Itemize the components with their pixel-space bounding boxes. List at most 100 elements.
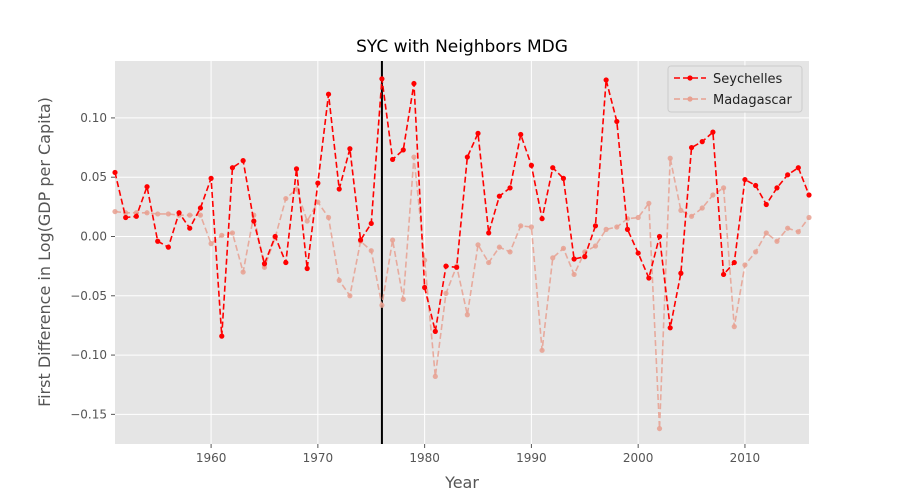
data-point-seychelles bbox=[763, 201, 769, 208]
data-point-madagascar bbox=[603, 226, 609, 232]
data-point-seychelles bbox=[219, 333, 225, 339]
x-tick-label: 1990 bbox=[516, 451, 547, 465]
data-point-madagascar bbox=[197, 212, 204, 218]
data-point-seychelles bbox=[443, 263, 449, 269]
data-point-madagascar bbox=[486, 259, 492, 266]
data-point-seychelles bbox=[667, 325, 673, 331]
data-point-seychelles bbox=[240, 158, 246, 164]
data-point-madagascar bbox=[112, 208, 118, 215]
data-point-madagascar bbox=[155, 211, 161, 217]
data-point-madagascar bbox=[464, 312, 470, 318]
data-point-madagascar bbox=[656, 425, 663, 432]
data-point-seychelles bbox=[336, 186, 342, 192]
data-point-madagascar bbox=[635, 214, 641, 221]
data-point-madagascar bbox=[240, 269, 246, 275]
data-point-madagascar bbox=[763, 230, 769, 236]
data-point-madagascar bbox=[496, 244, 502, 250]
data-point-seychelles bbox=[197, 205, 204, 211]
data-point-madagascar bbox=[304, 218, 310, 224]
plot-background bbox=[115, 61, 809, 444]
data-point-seychelles bbox=[560, 175, 567, 181]
data-point-seychelles bbox=[325, 91, 332, 97]
data-point-seychelles bbox=[688, 144, 695, 151]
data-point-madagascar bbox=[571, 271, 577, 278]
data-point-seychelles bbox=[753, 182, 759, 189]
data-point-seychelles bbox=[710, 129, 716, 135]
data-point-seychelles bbox=[144, 184, 150, 190]
data-point-madagascar bbox=[710, 192, 716, 198]
data-point-seychelles bbox=[379, 76, 385, 82]
data-point-seychelles bbox=[635, 250, 641, 256]
data-point-seychelles bbox=[614, 118, 620, 125]
data-point-madagascar bbox=[261, 264, 268, 270]
x-tick-label: 1980 bbox=[409, 451, 440, 465]
data-point-madagascar bbox=[806, 214, 812, 221]
data-point-madagascar bbox=[325, 214, 332, 221]
data-point-seychelles bbox=[304, 265, 310, 272]
data-point-madagascar bbox=[646, 200, 652, 206]
data-point-seychelles bbox=[133, 213, 139, 219]
y-tick-label: −0.05 bbox=[70, 289, 107, 303]
data-point-madagascar bbox=[539, 347, 545, 353]
data-point-madagascar bbox=[390, 237, 396, 243]
data-point-seychelles bbox=[624, 226, 631, 232]
series-layer bbox=[112, 76, 812, 432]
data-point-seychelles bbox=[165, 244, 171, 250]
legend: Seychelles Madagascar bbox=[667, 65, 803, 113]
data-point-seychelles bbox=[283, 259, 289, 266]
data-point-seychelles bbox=[432, 328, 438, 334]
data-point-seychelles bbox=[208, 175, 214, 181]
x-tick-label: 1960 bbox=[196, 451, 227, 465]
data-point-madagascar bbox=[688, 213, 695, 219]
data-point-seychelles bbox=[187, 225, 193, 231]
data-point-madagascar bbox=[742, 262, 748, 268]
data-point-seychelles bbox=[464, 154, 470, 160]
data-point-seychelles bbox=[475, 130, 481, 136]
data-point-seychelles bbox=[411, 80, 417, 87]
data-point-seychelles bbox=[646, 275, 652, 281]
data-point-seychelles bbox=[368, 220, 374, 227]
data-point-madagascar bbox=[336, 277, 342, 283]
y-tick-label: 0.05 bbox=[80, 170, 107, 184]
data-point-seychelles bbox=[176, 210, 182, 216]
data-point-seychelles bbox=[454, 264, 460, 270]
data-point-seychelles bbox=[123, 214, 129, 221]
data-point-madagascar bbox=[592, 243, 599, 249]
data-point-madagascar bbox=[229, 230, 236, 236]
legend-marker-madagascar bbox=[687, 96, 693, 102]
data-point-madagascar bbox=[720, 185, 727, 191]
data-point-seychelles bbox=[112, 169, 118, 176]
data-point-madagascar bbox=[379, 302, 385, 308]
data-point-madagascar bbox=[315, 199, 321, 205]
data-point-madagascar bbox=[347, 293, 353, 299]
data-point-seychelles bbox=[582, 254, 588, 260]
x-axis-label: Year bbox=[444, 473, 479, 492]
data-point-madagascar bbox=[550, 255, 556, 261]
data-point-madagascar bbox=[774, 238, 780, 244]
data-point-madagascar bbox=[187, 212, 193, 218]
data-point-seychelles bbox=[795, 165, 801, 171]
data-point-madagascar bbox=[432, 373, 438, 380]
data-point-madagascar bbox=[475, 242, 481, 248]
data-point-madagascar bbox=[795, 229, 801, 235]
data-point-seychelles bbox=[251, 218, 257, 224]
data-point-seychelles bbox=[603, 77, 609, 83]
data-point-seychelles bbox=[486, 230, 492, 236]
data-point-seychelles bbox=[785, 172, 791, 178]
x-axis: 1960 1970 1980 1990 2000 2010 bbox=[196, 444, 760, 465]
data-point-madagascar bbox=[368, 248, 374, 254]
data-point-madagascar bbox=[443, 290, 449, 297]
y-axis-label: First Difference in Log(GDP per Capita) bbox=[35, 97, 54, 407]
data-point-madagascar bbox=[678, 207, 684, 214]
legend-label-seychelles: Seychelles bbox=[713, 72, 783, 87]
data-point-seychelles bbox=[518, 131, 524, 138]
data-point-madagascar bbox=[753, 249, 759, 255]
data-point-seychelles bbox=[272, 233, 278, 240]
data-point-seychelles bbox=[550, 165, 556, 171]
series-madagascar bbox=[112, 154, 812, 432]
data-point-seychelles bbox=[571, 256, 577, 262]
data-point-madagascar bbox=[614, 224, 620, 230]
data-point-seychelles bbox=[592, 223, 599, 229]
data-point-madagascar bbox=[293, 186, 300, 192]
